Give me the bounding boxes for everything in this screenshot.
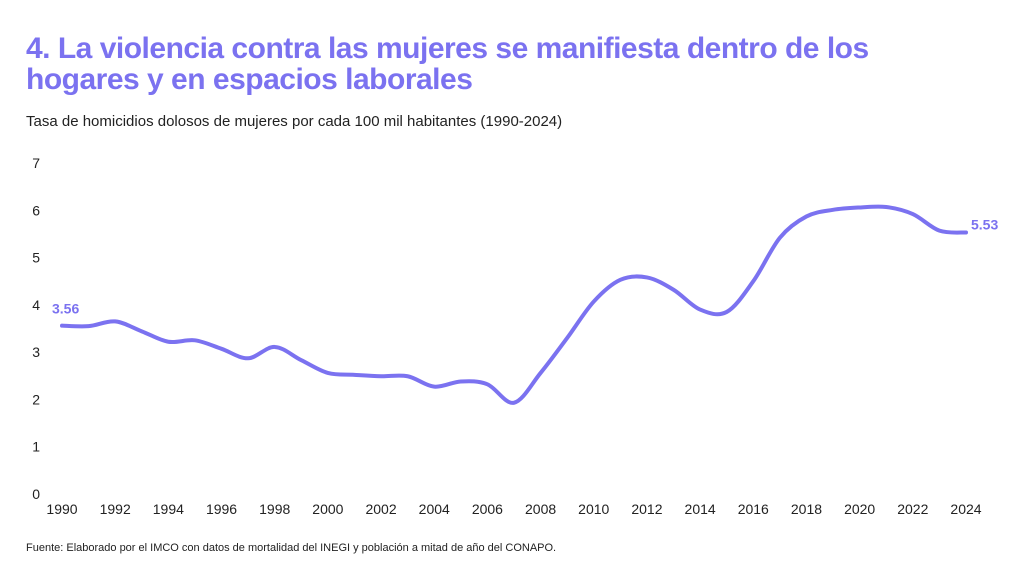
source-note: Fuente: Elaborado por el IMCO con datos …	[26, 542, 557, 554]
chart-title: 4. La violencia contra las mujeres se ma…	[26, 32, 869, 96]
y-tick-label: 2	[32, 391, 40, 407]
y-tick-label: 7	[32, 155, 40, 171]
x-axis-tick-labels: 1990 1992 1994 1996 1998 2000 2002 2004 2006 2008…	[46, 501, 981, 517]
x-tick-label: 2016	[738, 501, 769, 517]
x-tick-label: 2002	[365, 501, 396, 517]
x-tick-label: 1998	[259, 501, 290, 517]
series-line	[60, 204, 968, 405]
y-tick-label: 0	[32, 486, 40, 502]
x-tick-label: 2004	[419, 501, 450, 517]
x-tick-label: 2018	[791, 501, 822, 517]
y-tick-label: 3	[32, 344, 40, 360]
x-tick-label: 2024	[950, 501, 981, 517]
y-tick-label: 5	[32, 250, 40, 266]
x-tick-label: 2010	[578, 501, 609, 517]
x-tick-label: 2006	[472, 501, 503, 517]
data-labels: 3.56 5.53	[52, 217, 998, 317]
chart-subtitle: Tasa de homicidios dolosos de mujeres po…	[26, 113, 563, 130]
x-tick-label: 1996	[206, 501, 237, 517]
data-label: 5.53	[971, 217, 998, 233]
x-tick-label: 2020	[844, 501, 875, 517]
y-tick-label: 1	[32, 439, 40, 455]
y-tick-label: 4	[32, 297, 40, 313]
series-group	[60, 204, 968, 405]
x-tick-label: 1990	[46, 501, 77, 517]
y-tick-label: 6	[32, 202, 40, 218]
y-axis-tick-labels: 0 1 2 3 4 5 6 7	[32, 155, 40, 502]
x-tick-label: 2022	[897, 501, 928, 517]
x-tick-label: 2008	[525, 501, 556, 517]
x-tick-label: 2014	[685, 501, 716, 517]
x-tick-label: 1994	[153, 501, 184, 517]
x-tick-label: 1992	[100, 501, 131, 517]
x-tick-label: 2012	[631, 501, 662, 517]
x-tick-label: 2000	[312, 501, 343, 517]
data-label: 3.56	[52, 301, 79, 317]
